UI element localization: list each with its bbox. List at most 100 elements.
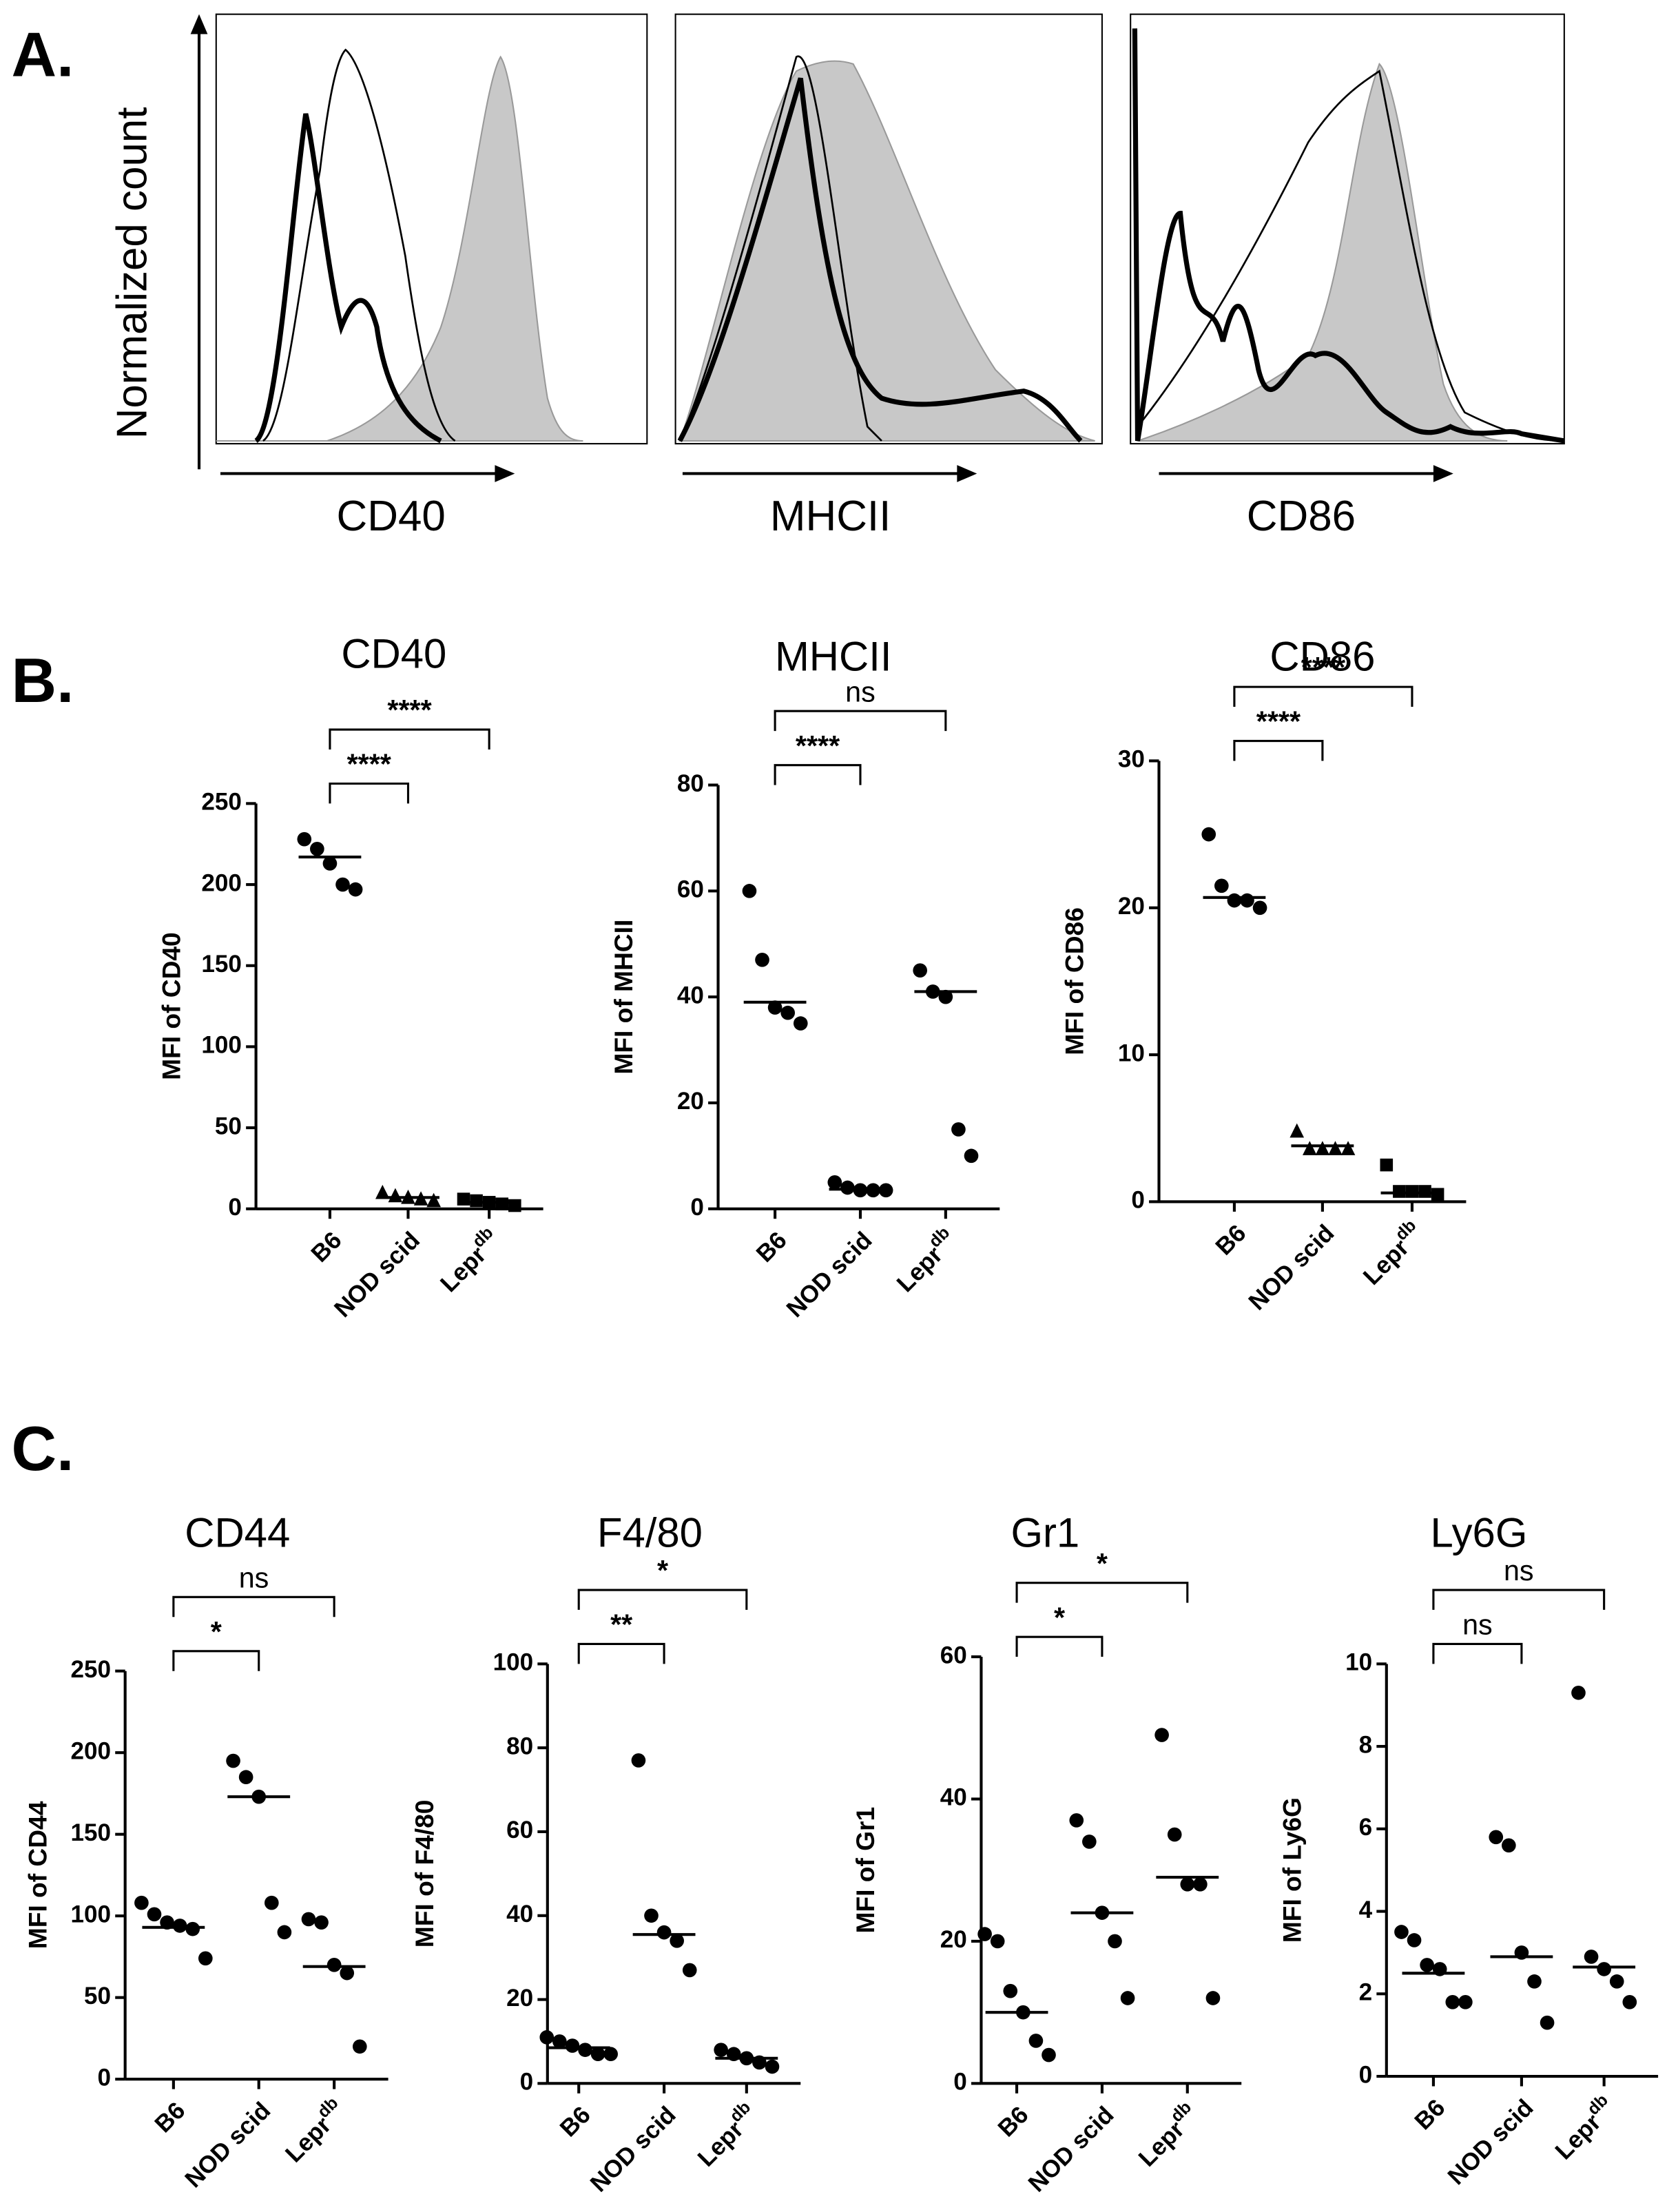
data-point [742, 884, 757, 898]
significance-label: **** [1256, 706, 1301, 738]
x-tick-label: Leprdb [1130, 2098, 1205, 2172]
data-point [951, 1122, 966, 1137]
data-point [1120, 1991, 1135, 2005]
data-point [938, 989, 953, 1004]
significance-bracket [577, 1642, 665, 1664]
data-point [277, 1925, 292, 1940]
x-tick-label: B6 [993, 2101, 1033, 2142]
y-tick-label: 20 [506, 1985, 533, 2012]
significance-label: ns [845, 676, 876, 707]
y-tick-label: 200 [70, 1737, 111, 1764]
arrow-head [495, 465, 515, 482]
data-point [1082, 1834, 1097, 1849]
data-point [793, 1016, 808, 1031]
data-point [172, 1919, 187, 1933]
panel-label: B. [12, 646, 74, 716]
data-point [1340, 1141, 1356, 1155]
data-point [340, 1965, 355, 1981]
data-point [1205, 1991, 1221, 2005]
data-point [1405, 1185, 1419, 1198]
y-tick-label: 80 [506, 1733, 533, 1759]
x-tick-label: B6 [149, 2097, 190, 2138]
significance-bracket [172, 1595, 335, 1617]
x-tick-label: NOD scid [1442, 2094, 1538, 2190]
y-axis-label: Normalized count [108, 107, 156, 439]
significance-label: **** [387, 694, 432, 726]
data-point [375, 1184, 390, 1199]
chart-title: Gr1 [1011, 1509, 1079, 1555]
data-point [767, 1000, 783, 1015]
data-point [1193, 1877, 1208, 1892]
significance-label: ns [239, 1562, 269, 1593]
y-tick-label: 250 [201, 789, 242, 816]
x-tick-label: B6 [751, 1227, 791, 1268]
data-point [264, 1895, 279, 1910]
data-point [198, 1951, 213, 1966]
data-point [1407, 1933, 1422, 1947]
y-tick-label: 30 [1118, 746, 1145, 773]
significance-bracket [774, 710, 947, 732]
data-point [631, 1753, 646, 1768]
data-point [1393, 1185, 1406, 1198]
y-tick-label: 80 [677, 770, 704, 797]
data-point [226, 1753, 240, 1768]
data-point [1445, 1994, 1460, 2009]
arrow-head [190, 14, 208, 34]
y-tick-label: 40 [940, 1784, 967, 1811]
data-point [656, 1925, 672, 1940]
data-point [603, 2047, 618, 2062]
plot-frame [674, 13, 1103, 445]
y-axis-label: MFI of CD44 [23, 1801, 52, 1949]
data-point [714, 2043, 728, 2057]
y-tick-label: 150 [201, 951, 242, 978]
x-tick-label: B6 [555, 2101, 596, 2142]
panel-label: C. [12, 1414, 74, 1484]
significance-label: * [657, 1555, 669, 1586]
histogram-line [254, 113, 442, 444]
data-point [335, 877, 350, 892]
data-point [755, 953, 769, 967]
y-tick-label: 10 [1118, 1040, 1145, 1066]
data-point [426, 1192, 441, 1208]
data-point [1201, 827, 1216, 842]
x-tick-label: Leprdb [889, 1223, 963, 1298]
y-tick-label: 60 [677, 876, 704, 903]
significance-label: **** [1301, 652, 1346, 683]
data-point [539, 2030, 555, 2045]
data-point [327, 1957, 342, 1972]
histogram-line [1137, 70, 1564, 442]
data-point [1540, 2015, 1555, 2030]
significance-label: * [211, 1616, 222, 1648]
y-tick-label: 20 [1118, 893, 1145, 920]
y-tick-label: 50 [84, 1983, 111, 2009]
data-point [765, 2059, 780, 2074]
y-tick-label: 0 [1359, 2061, 1373, 2088]
data-point [552, 2034, 567, 2049]
data-point [147, 1907, 162, 1922]
data-point [495, 1197, 509, 1210]
y-axis-label: MFI of CD86 [1060, 907, 1089, 1055]
data-point [1502, 1838, 1516, 1853]
y-tick-label: 6 [1359, 1814, 1373, 1841]
y-tick-label: 8 [1359, 1731, 1373, 1758]
arrow-head [957, 465, 977, 482]
y-tick-label: 40 [506, 1901, 533, 1927]
y-tick-label: 250 [70, 1656, 111, 1683]
significance-bracket [1432, 1589, 1606, 1610]
data-point [1622, 1994, 1637, 2009]
y-axis-label: MFI of F4/80 [410, 1800, 439, 1948]
histogram-line [679, 55, 882, 442]
y-tick-label: 0 [690, 1194, 704, 1221]
y-tick-label: 0 [228, 1194, 242, 1221]
significance-label: * [1097, 1548, 1108, 1580]
x-tick-label: B6 [306, 1227, 346, 1268]
data-point [301, 1912, 316, 1927]
x-tick-label: NOD scid [1023, 2101, 1119, 2197]
data-point [913, 963, 927, 978]
x-tick-label: B6 [1409, 2094, 1450, 2135]
data-point [590, 2047, 605, 2062]
data-point [352, 2039, 367, 2054]
data-point [578, 2043, 592, 2057]
data-point [470, 1194, 483, 1208]
